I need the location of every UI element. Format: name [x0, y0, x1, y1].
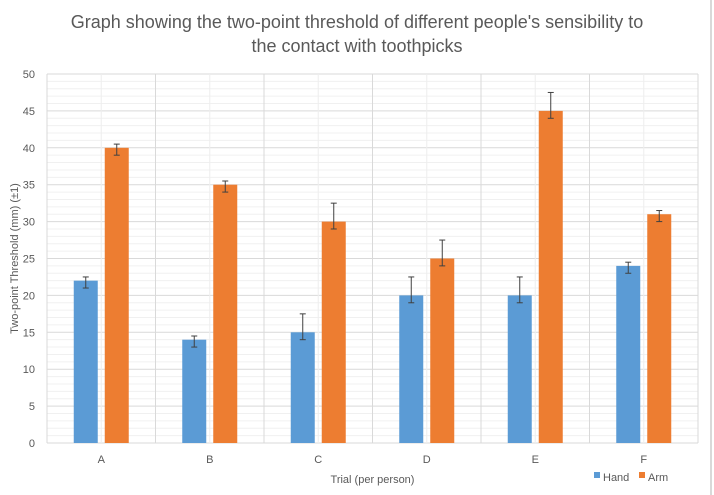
- y-tick-label: 15: [23, 327, 35, 339]
- bar-hand: [73, 280, 98, 443]
- window-edge: [710, 0, 712, 495]
- bar-arm: [430, 258, 455, 443]
- x-tick-label: C: [314, 454, 322, 466]
- bar-arm: [321, 221, 346, 443]
- x-axis-title: Trial (per person): [331, 474, 415, 486]
- y-axis-title: Two-point Threshold (mm) (±1): [9, 183, 21, 334]
- legend-label-hand: Hand: [603, 472, 629, 484]
- x-tick-label: B: [206, 454, 213, 466]
- y-tick-label: 0: [29, 438, 35, 450]
- bar-arm: [538, 110, 563, 444]
- chart-title-line-2: the contact with toothpicks: [251, 36, 463, 56]
- legend-swatch-hand: [594, 472, 600, 478]
- y-tick-label: 10: [23, 364, 35, 376]
- bar-hand: [399, 295, 424, 443]
- chart-title: Graph showing the two-point threshold of…: [0, 10, 714, 58]
- x-tick-label: E: [532, 454, 539, 466]
- legend-label-arm: Arm: [648, 472, 668, 484]
- bar-hand: [182, 339, 207, 443]
- x-tick-label: A: [98, 454, 106, 466]
- chart-title-line-1: Graph showing the two-point threshold of…: [70, 12, 644, 32]
- y-tick-label: 45: [23, 106, 35, 118]
- y-tick-label: 25: [23, 254, 35, 266]
- x-tick-label: F: [640, 454, 647, 466]
- legend-swatch-arm: [639, 472, 645, 478]
- y-tick-label: 35: [23, 180, 35, 192]
- y-tick-label: 30: [23, 217, 35, 229]
- y-tick-label: 50: [23, 69, 35, 81]
- bar-hand: [616, 265, 641, 443]
- bar-hand: [290, 332, 315, 443]
- y-tick-label: 40: [23, 143, 35, 155]
- y-tick-label: 5: [29, 401, 35, 413]
- y-tick-label: 20: [23, 290, 35, 302]
- bar-arm: [213, 184, 238, 443]
- bar-arm: [647, 214, 672, 443]
- x-tick-label: D: [423, 454, 431, 466]
- bar-arm: [104, 147, 129, 444]
- bar-hand: [507, 295, 532, 443]
